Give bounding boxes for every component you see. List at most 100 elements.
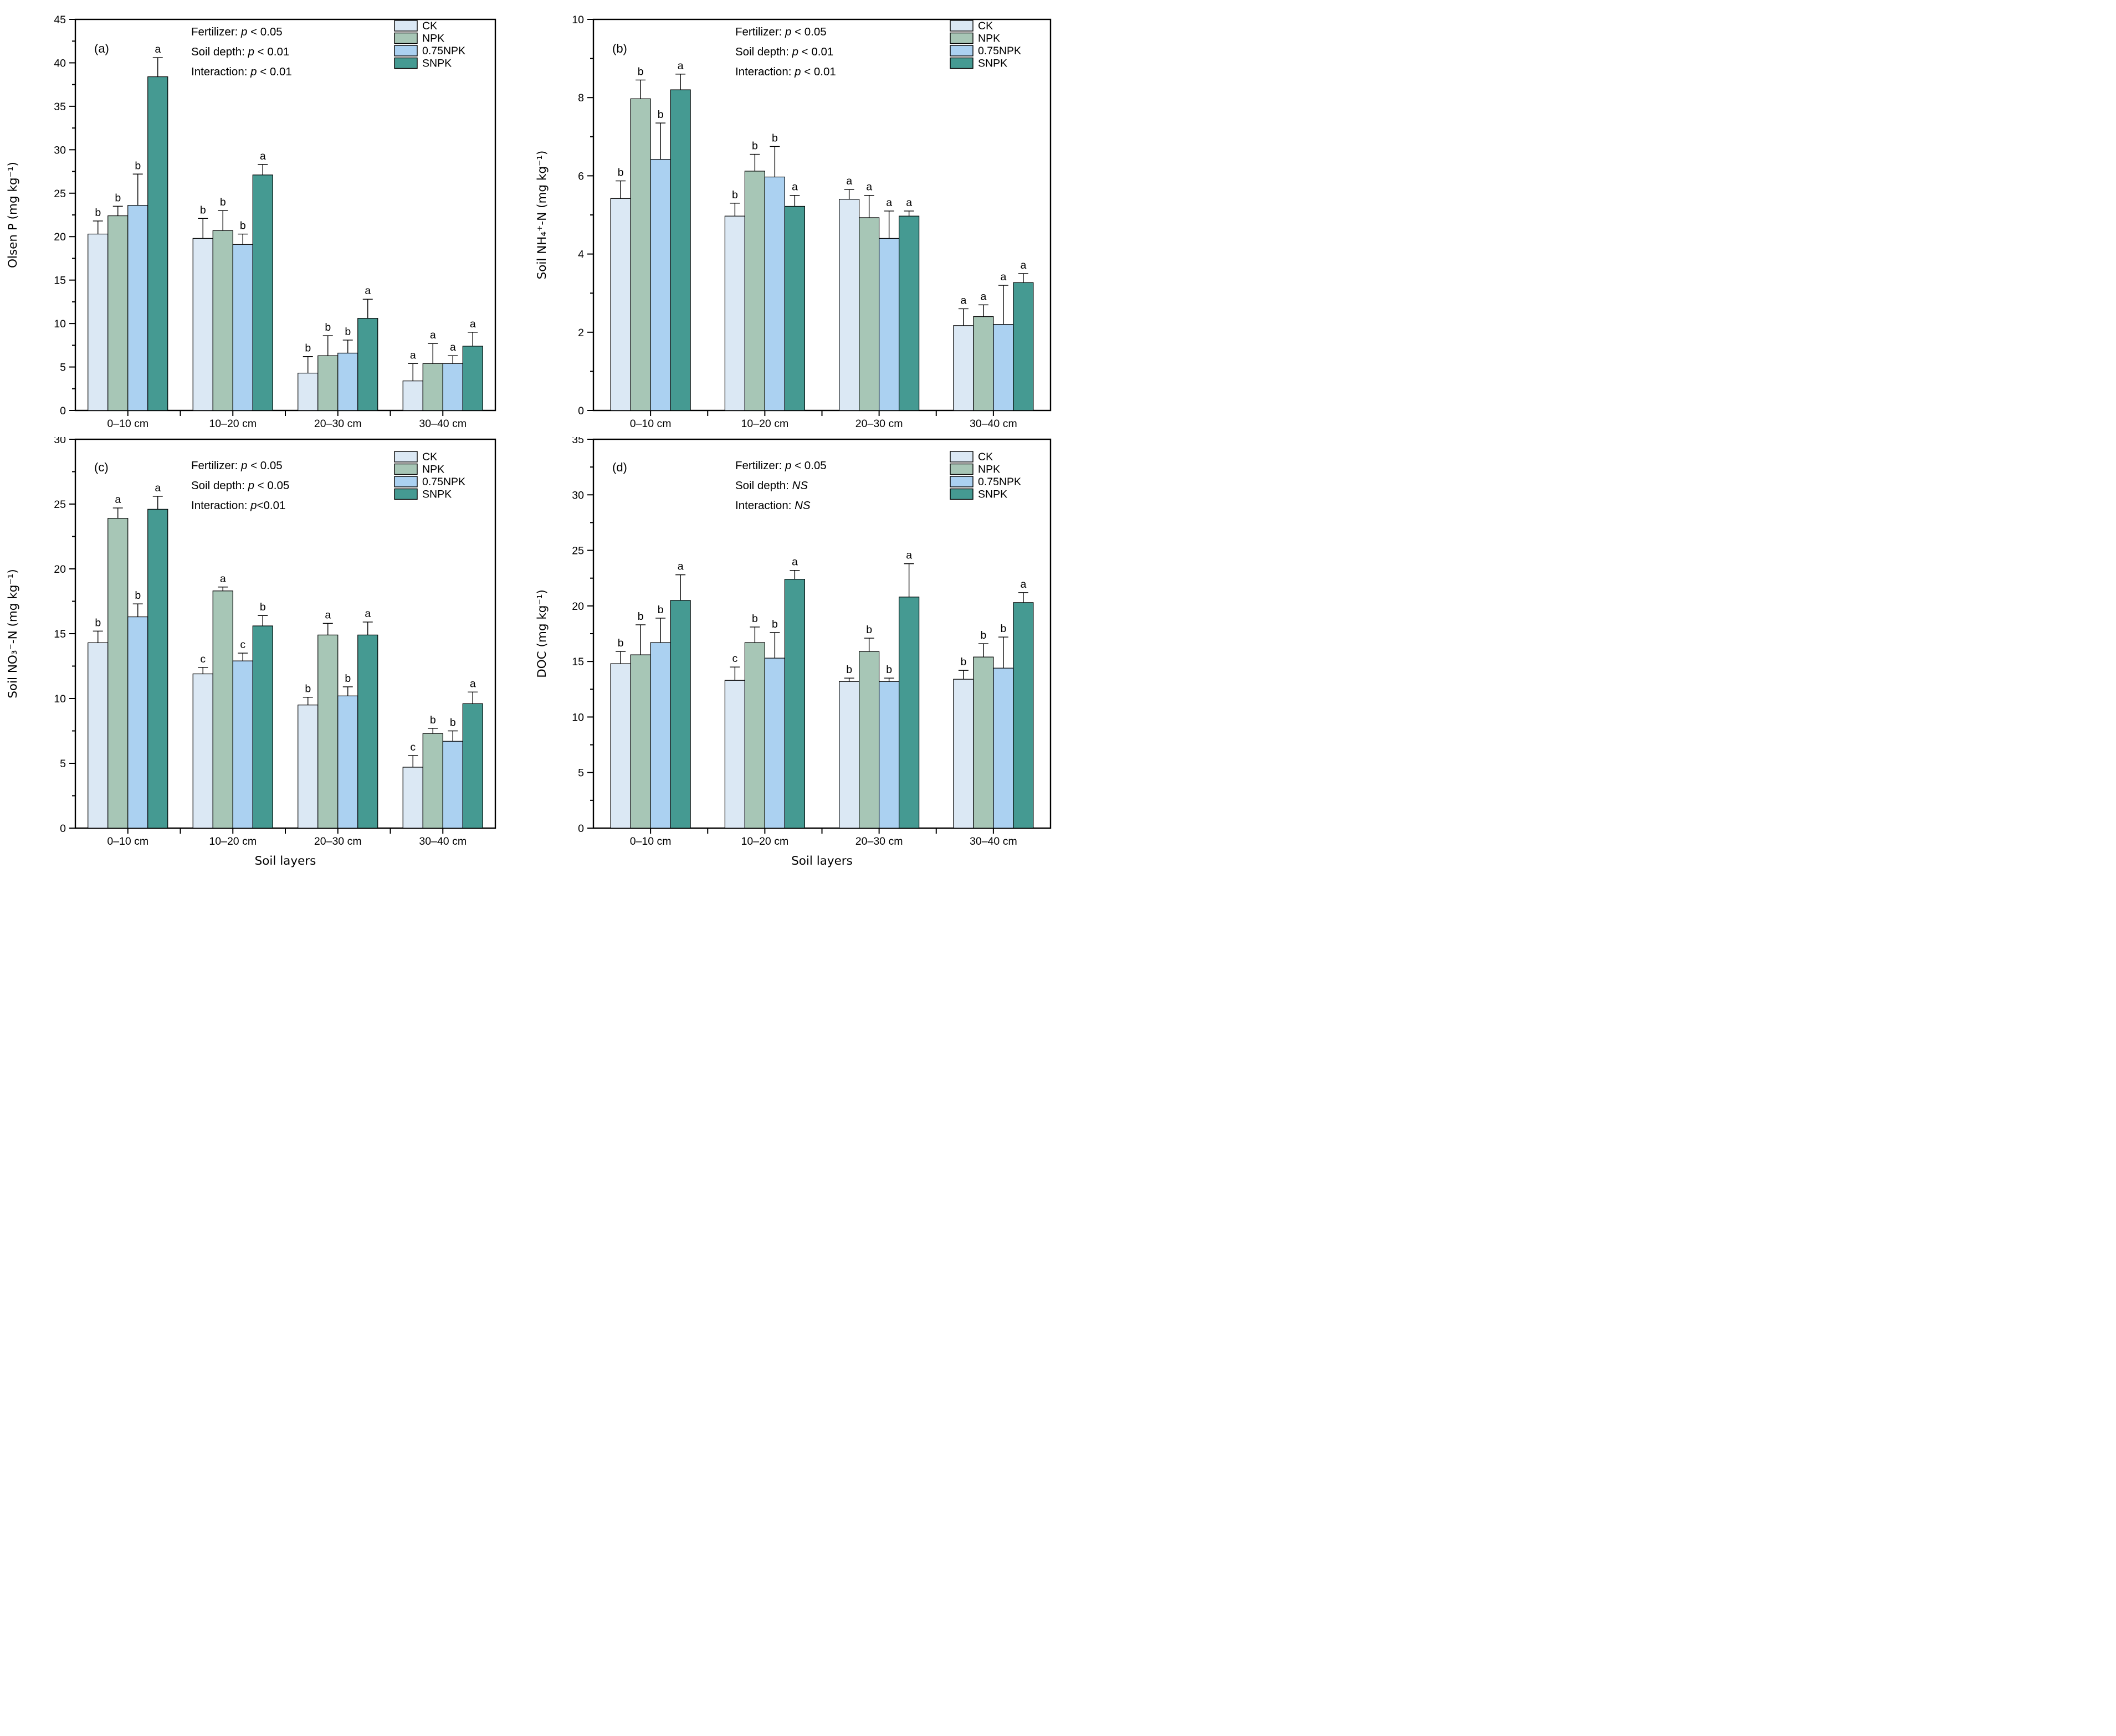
- legend-swatch-SNPK: [950, 57, 974, 69]
- y-axis-title-b: Soil NH₄⁺-N (mg kg⁻¹): [535, 151, 549, 280]
- legend-swatch-SNPK: [394, 57, 418, 69]
- x-category-label: 0–10 cm: [630, 835, 672, 848]
- y-tick-label: 25: [54, 499, 66, 511]
- x-category-label: 10–20 cm: [741, 835, 789, 848]
- legend-swatch-CK: [950, 451, 974, 463]
- significance-letter: a: [960, 294, 966, 306]
- bar-SNPK-0–10 cm: [670, 600, 691, 829]
- bar-SNPK-30–40 cm: [1013, 602, 1034, 829]
- y-tick-label: 25: [54, 188, 66, 200]
- legend-swatch-CK: [394, 20, 418, 32]
- bar-0.75NPK-0–10 cm: [127, 616, 148, 829]
- panel-letter-b: (b): [612, 42, 627, 55]
- stats-annotation: Interaction: p < 0.01: [735, 65, 836, 78]
- bar-CK-20–30 cm: [298, 372, 319, 411]
- bar-0.75NPK-20–30 cm: [879, 238, 900, 411]
- bar-NPK-0–10 cm: [107, 518, 129, 829]
- y-tick-label: 30: [54, 437, 66, 446]
- x-category-label: 0–10 cm: [630, 418, 672, 430]
- bar-0.75NPK-20–30 cm: [337, 695, 358, 829]
- y-tick-label: 0: [60, 823, 66, 835]
- y-tick-label: 2: [578, 327, 584, 339]
- bar-SNPK-30–40 cm: [462, 346, 483, 411]
- significance-letter: b: [325, 321, 331, 333]
- legend-label-0.75NPK: 0.75NPK: [422, 45, 465, 57]
- y-tick-label: 4: [578, 249, 584, 261]
- bar-NPK-20–30 cm: [317, 634, 339, 829]
- significance-letter: a: [430, 329, 436, 341]
- legend-swatch-NPK: [394, 32, 418, 44]
- legend-swatch-0.75NPK: [394, 45, 418, 57]
- legend-label-CK: CK: [422, 20, 437, 32]
- bar-CK-30–40 cm: [402, 767, 423, 829]
- bar-SNPK-20–30 cm: [899, 215, 920, 411]
- significance-letter: b: [430, 714, 436, 726]
- bar-CK-20–30 cm: [839, 681, 860, 829]
- significance-letter: b: [658, 109, 664, 121]
- significance-letter: a: [365, 608, 371, 620]
- significance-letter: b: [1000, 623, 1006, 635]
- legend-label-SNPK: SNPK: [978, 489, 1007, 501]
- stats-annotation: Fertilizer: p < 0.05: [191, 459, 283, 472]
- significance-letter: b: [886, 664, 892, 676]
- significance-letter: a: [906, 549, 912, 562]
- bar-SNPK-10–20 cm: [252, 174, 273, 411]
- significance-letter: b: [618, 637, 624, 649]
- stats-annotation: Fertilizer: p < 0.05: [735, 25, 827, 38]
- stats-annotation: Fertilizer: p < 0.05: [191, 25, 283, 38]
- legend-label-CK: CK: [978, 20, 993, 32]
- bar-NPK-10–20 cm: [212, 590, 233, 829]
- bar-0.75NPK-20–30 cm: [337, 352, 358, 411]
- bar-SNPK-20–30 cm: [357, 318, 378, 411]
- bar-SNPK-0–10 cm: [147, 509, 168, 829]
- panel-letter-a: (a): [94, 42, 109, 55]
- legend-swatch-0.75NPK: [950, 45, 974, 57]
- bar-0.75NPK-10–20 cm: [764, 176, 785, 411]
- bar-CK-10–20 cm: [192, 238, 213, 411]
- y-tick-label: 25: [572, 545, 584, 557]
- panel-letter-d: (d): [612, 460, 627, 474]
- legend-swatch-NPK: [394, 463, 418, 475]
- bar-SNPK-20–30 cm: [357, 634, 378, 829]
- significance-letter: b: [135, 160, 141, 172]
- significance-letter: b: [115, 192, 121, 204]
- bar-0.75NPK-10–20 cm: [232, 660, 253, 829]
- y-tick-label: 20: [572, 600, 584, 613]
- y-tick-label: 6: [578, 170, 584, 182]
- x-category-label: 10–20 cm: [209, 835, 257, 848]
- x-category-label: 30–40 cm: [970, 835, 1017, 848]
- bar-NPK-20–30 cm: [317, 355, 339, 411]
- y-tick-label: 35: [54, 101, 66, 113]
- y-tick-label: 30: [572, 489, 584, 501]
- bar-0.75NPK-30–40 cm: [442, 363, 463, 411]
- x-category-label: 20–30 cm: [314, 835, 362, 848]
- legend-label-SNPK: SNPK: [422, 58, 452, 70]
- bar-SNPK-10–20 cm: [252, 625, 273, 829]
- significance-letter: a: [155, 482, 161, 494]
- significance-letter: b: [752, 140, 758, 152]
- y-tick-label: 15: [54, 275, 66, 287]
- bar-0.75NPK-20–30 cm: [879, 681, 900, 829]
- legend-label-SNPK: SNPK: [422, 489, 452, 501]
- bar-0.75NPK-10–20 cm: [764, 658, 785, 829]
- bar-CK-20–30 cm: [298, 705, 319, 829]
- significance-letter: b: [95, 207, 101, 219]
- figure-soil-nutrient-barcharts: 0 5 10 15 20 25 30 35 40 45 0–10 cm 10–20 cm 20–30 c…: [0, 0, 1058, 868]
- bar-0.75NPK-0–10 cm: [650, 642, 671, 829]
- bar-CK-20–30 cm: [839, 199, 860, 411]
- y-axis-title-a: Olsen P (mg kg⁻¹): [6, 162, 20, 268]
- bar-SNPK-10–20 cm: [784, 206, 805, 411]
- significance-letter: a: [450, 341, 456, 353]
- y-axis-title-d: DOC (mg kg⁻¹): [535, 589, 549, 678]
- x-category-label: 30–40 cm: [419, 418, 467, 430]
- bar-0.75NPK-30–40 cm: [993, 324, 1014, 411]
- significance-letter: a: [906, 197, 912, 209]
- stats-annotation: Interaction: p<0.01: [191, 499, 285, 512]
- bar-0.75NPK-0–10 cm: [127, 205, 148, 411]
- y-tick-label: 15: [572, 656, 584, 668]
- stats-annotation: Interaction: NS: [735, 499, 811, 512]
- x-category-label: 10–20 cm: [741, 418, 789, 430]
- bar-SNPK-0–10 cm: [147, 76, 168, 411]
- significance-letter: a: [470, 677, 476, 690]
- legend-label-NPK: NPK: [422, 33, 444, 45]
